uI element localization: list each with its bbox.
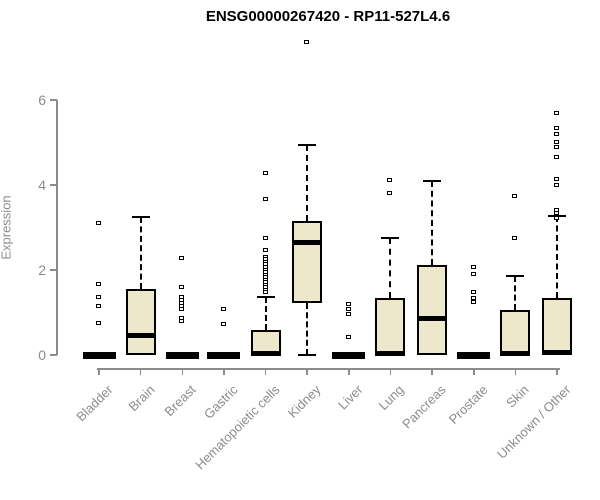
median-line [125, 333, 156, 339]
upper-whisker [139, 216, 142, 290]
outlier-point [554, 132, 560, 137]
outlier-point [262, 290, 268, 295]
outlier-point [96, 220, 101, 225]
outlier-point [345, 334, 351, 339]
x-tick [389, 368, 392, 375]
y-axis [56, 100, 58, 355]
outlier-point [387, 178, 393, 183]
outlier-point [512, 194, 518, 199]
outlier-point [470, 271, 476, 276]
upper-whisker-cap [506, 274, 525, 277]
y-tick [50, 184, 57, 186]
outlier-point [470, 290, 476, 295]
outlier-point [220, 307, 226, 312]
upper-whisker-cap [298, 144, 317, 147]
x-tick [181, 368, 184, 375]
box [125, 289, 156, 355]
x-axis [97, 368, 560, 370]
median-line [542, 350, 573, 356]
x-tick [264, 368, 267, 375]
outlier-point [387, 191, 393, 195]
outlier-point [96, 295, 101, 300]
box [500, 309, 531, 355]
collapsed-box [332, 351, 366, 359]
y-tick-label: 0 [38, 347, 46, 363]
x-tick [306, 368, 308, 375]
outlier-point [554, 183, 560, 188]
outlier-point [554, 215, 560, 220]
y-tick-label: 2 [38, 262, 46, 278]
chart-title: ENSG00000267420 - RP11-527L4.6 [205, 8, 451, 25]
x-tick [431, 368, 433, 375]
outlier-point [262, 248, 268, 253]
outlier-point [179, 284, 185, 289]
x-tick [223, 368, 225, 375]
median-line [500, 351, 531, 357]
upper-whisker [264, 297, 267, 330]
outlier-point [179, 319, 185, 324]
median-line [375, 350, 406, 356]
collapsed-box [457, 351, 491, 359]
box [292, 220, 323, 304]
outlier-point [345, 306, 351, 311]
y-tick [50, 99, 57, 101]
collapsed-box [82, 351, 116, 359]
outlier-point [262, 236, 268, 241]
outlier-point [96, 320, 101, 325]
upper-whisker [514, 275, 517, 310]
outlier-point [304, 40, 310, 45]
median-line [417, 316, 448, 322]
median-line [292, 239, 323, 245]
upper-whisker-cap [548, 214, 567, 217]
outlier-point [554, 139, 560, 144]
x-tick [556, 368, 558, 375]
outlier-point [554, 211, 560, 216]
box [375, 298, 406, 355]
outlier-point [262, 196, 268, 201]
x-tick [348, 368, 350, 375]
y-tick-label: 6 [38, 92, 46, 108]
box [417, 264, 448, 355]
outlier-point [470, 299, 476, 304]
upper-whisker-cap [131, 215, 150, 218]
collapsed-box [165, 351, 199, 359]
y-tick-label: 4 [38, 177, 46, 193]
y-axis-label: Expression [0, 195, 14, 260]
lower-whisker-cap [298, 354, 317, 356]
outlier-point [554, 207, 560, 212]
upper-whisker-cap [423, 179, 442, 182]
outlier-point [262, 170, 268, 175]
outlier-point [554, 155, 560, 160]
outlier-point [345, 302, 351, 307]
x-tick [514, 368, 517, 375]
outlier-point [554, 125, 560, 130]
outlier-point [345, 312, 351, 317]
lower-whisker [306, 303, 309, 355]
outlier-point [554, 177, 560, 182]
outlier-point [96, 282, 101, 287]
upper-whisker-cap [381, 237, 400, 240]
y-tick [50, 269, 57, 271]
outlier-point [554, 144, 560, 149]
upper-whisker-cap [256, 296, 275, 299]
outlier-point [554, 110, 560, 115]
x-tick [98, 368, 100, 375]
outlier-point [179, 306, 185, 311]
outlier-point [220, 322, 226, 327]
outlier-point [96, 303, 101, 308]
outlier-point [179, 255, 185, 260]
y-tick [50, 354, 57, 356]
median-line [250, 351, 281, 357]
upper-whisker [389, 238, 392, 299]
outlier-point [470, 265, 476, 270]
upper-whisker [431, 180, 434, 265]
x-tick [473, 368, 475, 375]
upper-whisker [556, 215, 559, 299]
box [542, 298, 573, 355]
x-tick [139, 368, 142, 375]
upper-whisker [306, 145, 309, 221]
collapsed-box [207, 351, 241, 359]
outlier-point [512, 235, 518, 240]
